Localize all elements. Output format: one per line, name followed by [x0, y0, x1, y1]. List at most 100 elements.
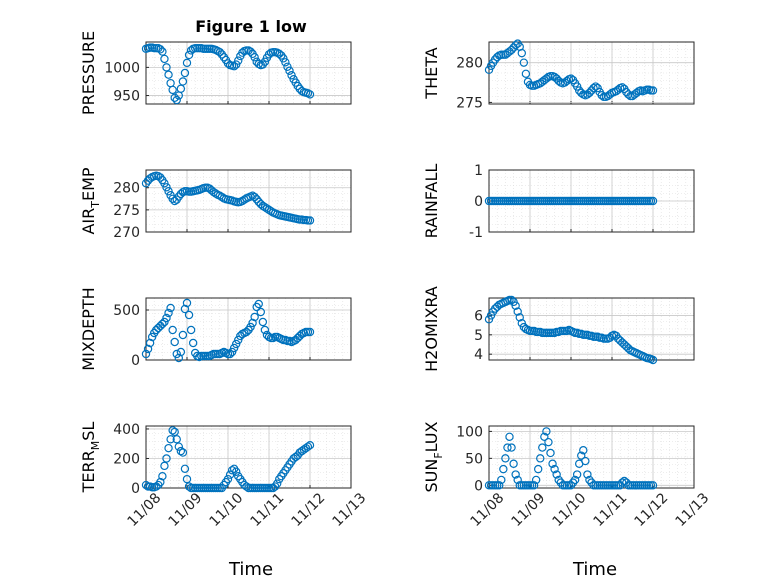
- x-tick-label: 11/12: [289, 490, 329, 530]
- data-point: [248, 318, 257, 328]
- data-point: [513, 475, 522, 485]
- x-axis-label-left: Time: [228, 559, 273, 580]
- data-point: [507, 295, 516, 305]
- y-tick-label: 50: [465, 451, 483, 467]
- data-point: [162, 183, 171, 192]
- data-point: [279, 54, 288, 63]
- data-point: [258, 317, 268, 327]
- data-point: [229, 62, 239, 71]
- data-point: [260, 57, 270, 66]
- axes-frame: [488, 297, 695, 361]
- data-point: [511, 301, 520, 310]
- data-point: [566, 481, 576, 490]
- x-tick-label: 11/08: [468, 490, 508, 530]
- y-tick-label: 100: [456, 424, 483, 440]
- data-point: [503, 443, 512, 452]
- data-point: [305, 90, 315, 99]
- x-tick-label: 11/11: [248, 490, 288, 530]
- y-tick-label: 1000: [104, 60, 140, 76]
- axes-frame: [145, 169, 352, 233]
- data-point: [283, 62, 292, 72]
- subplot-mixdepth: 0 500 MIXDEPTH: [79, 287, 352, 371]
- y-tick-label: 1: [474, 163, 483, 179]
- y-axis-label: AIRTEMP: [79, 167, 102, 234]
- y-tick-label: 0: [474, 478, 483, 494]
- data-point: [585, 475, 594, 485]
- data-point: [519, 58, 529, 67]
- data-point: [225, 349, 235, 359]
- data-point: [178, 448, 188, 457]
- data-point: [260, 202, 270, 212]
- data-point: [166, 303, 175, 313]
- data-point: [632, 88, 641, 98]
- data-point: [184, 310, 194, 320]
- data-point: [188, 338, 198, 348]
- data-point: [174, 442, 183, 451]
- data-point: [176, 446, 186, 456]
- x-tick-label: 11/10: [207, 490, 247, 530]
- data-point: [546, 448, 555, 458]
- data-point: [554, 76, 563, 86]
- data-point: [246, 322, 255, 332]
- y-axis-label: SUNFLUX: [422, 421, 445, 492]
- data-point: [591, 82, 600, 91]
- data-point: [593, 83, 602, 93]
- data-point: [215, 47, 224, 57]
- data-point: [589, 83, 598, 93]
- data-point: [160, 317, 169, 327]
- y-tick-label: 275: [113, 203, 140, 219]
- data-point: [160, 179, 169, 188]
- data-point: [215, 191, 224, 200]
- axes-frame: [145, 297, 352, 361]
- data-point: [613, 85, 623, 94]
- data-point: [166, 435, 175, 444]
- data-point: [162, 63, 171, 72]
- subplot-h2omixra: 4 5 6 H2OMIXRA: [422, 286, 695, 372]
- data-point: [264, 205, 274, 215]
- data-point: [529, 481, 539, 490]
- subplot-pressure: 950 1000 PRESSURE: [79, 31, 352, 115]
- data-point: [164, 70, 173, 79]
- y-axis-label: H2OMIXRA: [422, 286, 441, 372]
- y-tick-label: 400: [113, 422, 140, 438]
- data-point: [540, 432, 549, 441]
- data-point: [562, 76, 572, 86]
- x-tick-label: 11/13: [673, 490, 713, 530]
- data-point: [246, 47, 255, 56]
- y-axis-label: RAINFALL: [422, 164, 441, 239]
- data-point: [178, 77, 188, 86]
- data-point: [182, 474, 192, 484]
- data-point: [174, 353, 183, 363]
- data-point: [542, 427, 551, 436]
- data-point: [509, 459, 518, 468]
- data-point: [186, 325, 196, 335]
- data-point: [223, 474, 233, 484]
- data-point: [176, 347, 186, 357]
- data-point: [517, 48, 527, 58]
- y-tick-label: -1: [469, 225, 483, 241]
- data-point: [534, 464, 543, 474]
- data-point: [495, 481, 504, 490]
- data-point: [250, 53, 259, 62]
- data-point: [585, 88, 594, 98]
- subplot-air-temp: 270 275 280 AIRTEMP: [79, 167, 352, 241]
- data-point: [170, 427, 179, 437]
- data-point: [145, 338, 155, 348]
- y-tick-label: 0: [474, 194, 483, 210]
- data-point: [172, 349, 181, 359]
- data-point: [184, 50, 194, 60]
- data-point: [579, 446, 588, 455]
- data-point: [305, 440, 315, 450]
- data-point: [254, 299, 263, 309]
- data-point: [250, 312, 259, 322]
- data-point: [170, 337, 179, 347]
- data-point: [572, 470, 582, 479]
- data-point: [566, 74, 576, 83]
- data-point: [256, 307, 265, 317]
- data-point: [303, 442, 313, 451]
- data-point: [168, 426, 177, 435]
- y-tick-label: 4: [474, 347, 483, 363]
- data-point: [511, 40, 520, 50]
